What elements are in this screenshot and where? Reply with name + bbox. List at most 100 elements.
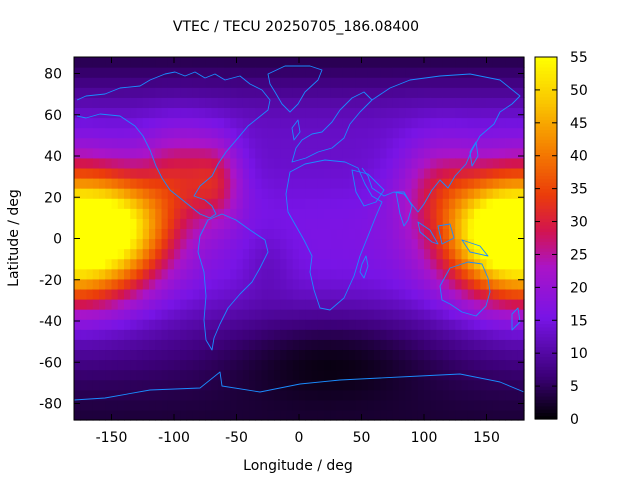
colorbar-segment (535, 231, 557, 236)
heatmap-cell (261, 218, 269, 230)
colorbar-segment (535, 343, 557, 348)
heatmap-cell (436, 157, 444, 169)
heatmap-cell (305, 167, 313, 179)
heatmap-cell (217, 77, 225, 88)
heatmap-cell (286, 178, 294, 189)
heatmap-cell (292, 288, 300, 300)
heatmap-cell (155, 157, 163, 169)
heatmap-cell (192, 167, 200, 179)
heatmap-cell (386, 339, 394, 351)
heatmap-cell (367, 137, 375, 149)
heatmap-cell (224, 339, 231, 351)
heatmap-cell (199, 97, 206, 109)
heatmap-cell (161, 137, 169, 149)
y-tick-label: -20 (39, 273, 62, 289)
heatmap-cell (136, 319, 144, 330)
heatmap-cell (517, 228, 525, 240)
heatmap-cell (342, 329, 350, 340)
heatmap-cell (386, 87, 394, 98)
heatmap-cell (286, 198, 294, 209)
heatmap-cell (199, 288, 206, 300)
heatmap-cell (267, 258, 275, 270)
heatmap-cell (461, 167, 469, 179)
x-tick-label: 100 (411, 430, 438, 446)
heatmap-cell (286, 107, 294, 119)
heatmap-cell (492, 107, 500, 119)
heatmap-cell (174, 268, 181, 280)
heatmap-cell (467, 208, 475, 219)
heatmap-cell (280, 218, 288, 230)
heatmap-cell (211, 299, 219, 310)
heatmap-cell (186, 339, 194, 351)
heatmap-cell (161, 198, 169, 209)
heatmap-cell (86, 228, 94, 240)
heatmap-cell (355, 218, 363, 230)
heatmap-cell (211, 369, 219, 381)
heatmap-cell (111, 369, 119, 381)
heatmap-cell (149, 157, 156, 169)
heatmap-cell (517, 208, 525, 219)
heatmap-cell (305, 147, 313, 159)
heatmap-cell (492, 208, 500, 219)
heatmap-cell (180, 329, 188, 340)
heatmap-cell (249, 258, 256, 270)
heatmap-cell (367, 399, 375, 411)
heatmap-cell (111, 339, 119, 351)
heatmap-cell (136, 167, 144, 179)
heatmap-cell (142, 107, 150, 119)
heatmap-cell (124, 198, 131, 209)
heatmap-cell (249, 57, 256, 68)
heatmap-cell (411, 409, 419, 421)
heatmap-cell (486, 167, 494, 179)
heatmap-cell (467, 409, 475, 421)
heatmap-cell (374, 299, 381, 310)
heatmap-cell (249, 389, 256, 401)
heatmap-cell (224, 137, 231, 149)
heatmap-cell (324, 399, 331, 411)
heatmap-cell (217, 107, 225, 119)
heatmap-cell (105, 399, 113, 411)
heatmap-cell (324, 248, 331, 260)
heatmap-cell (330, 188, 338, 199)
heatmap-cell (380, 278, 388, 290)
heatmap-cell (292, 218, 300, 230)
heatmap-cell (149, 399, 156, 411)
heatmap-cell (211, 268, 219, 280)
heatmap-cell (92, 359, 100, 371)
heatmap-cell (399, 268, 406, 280)
heatmap-cell (311, 107, 319, 119)
heatmap-cell (255, 97, 263, 109)
heatmap-cell (480, 409, 488, 421)
heatmap-cell (324, 147, 331, 159)
heatmap-cell (186, 137, 194, 149)
heatmap-cell (517, 248, 525, 260)
heatmap-cell (467, 127, 475, 139)
heatmap-cell (255, 288, 263, 300)
heatmap-cell (236, 178, 244, 189)
heatmap-cell (211, 389, 219, 401)
heatmap-cell (274, 278, 281, 290)
heatmap-cell (192, 379, 200, 391)
heatmap-cell (324, 409, 331, 421)
heatmap-cell (174, 188, 181, 199)
heatmap-cell (224, 278, 231, 290)
heatmap-cell (417, 178, 425, 189)
heatmap-cell (399, 369, 406, 381)
heatmap-cell (424, 359, 431, 371)
heatmap-cell (461, 278, 469, 290)
heatmap-cell (230, 107, 238, 119)
heatmap-cell (330, 178, 338, 189)
heatmap-cell (105, 278, 113, 290)
heatmap-cell (349, 258, 356, 270)
heatmap-cell (417, 127, 425, 139)
heatmap-cell (361, 157, 369, 169)
colorbar-segment (535, 303, 557, 308)
heatmap-cell (424, 238, 431, 250)
y-tick-label: 40 (44, 149, 62, 165)
heatmap-cell (461, 67, 469, 78)
heatmap-cell (374, 87, 381, 98)
heatmap-cell (174, 77, 181, 88)
heatmap-cell (286, 379, 294, 391)
heatmap-cell (255, 198, 263, 209)
heatmap-cell (317, 399, 325, 411)
